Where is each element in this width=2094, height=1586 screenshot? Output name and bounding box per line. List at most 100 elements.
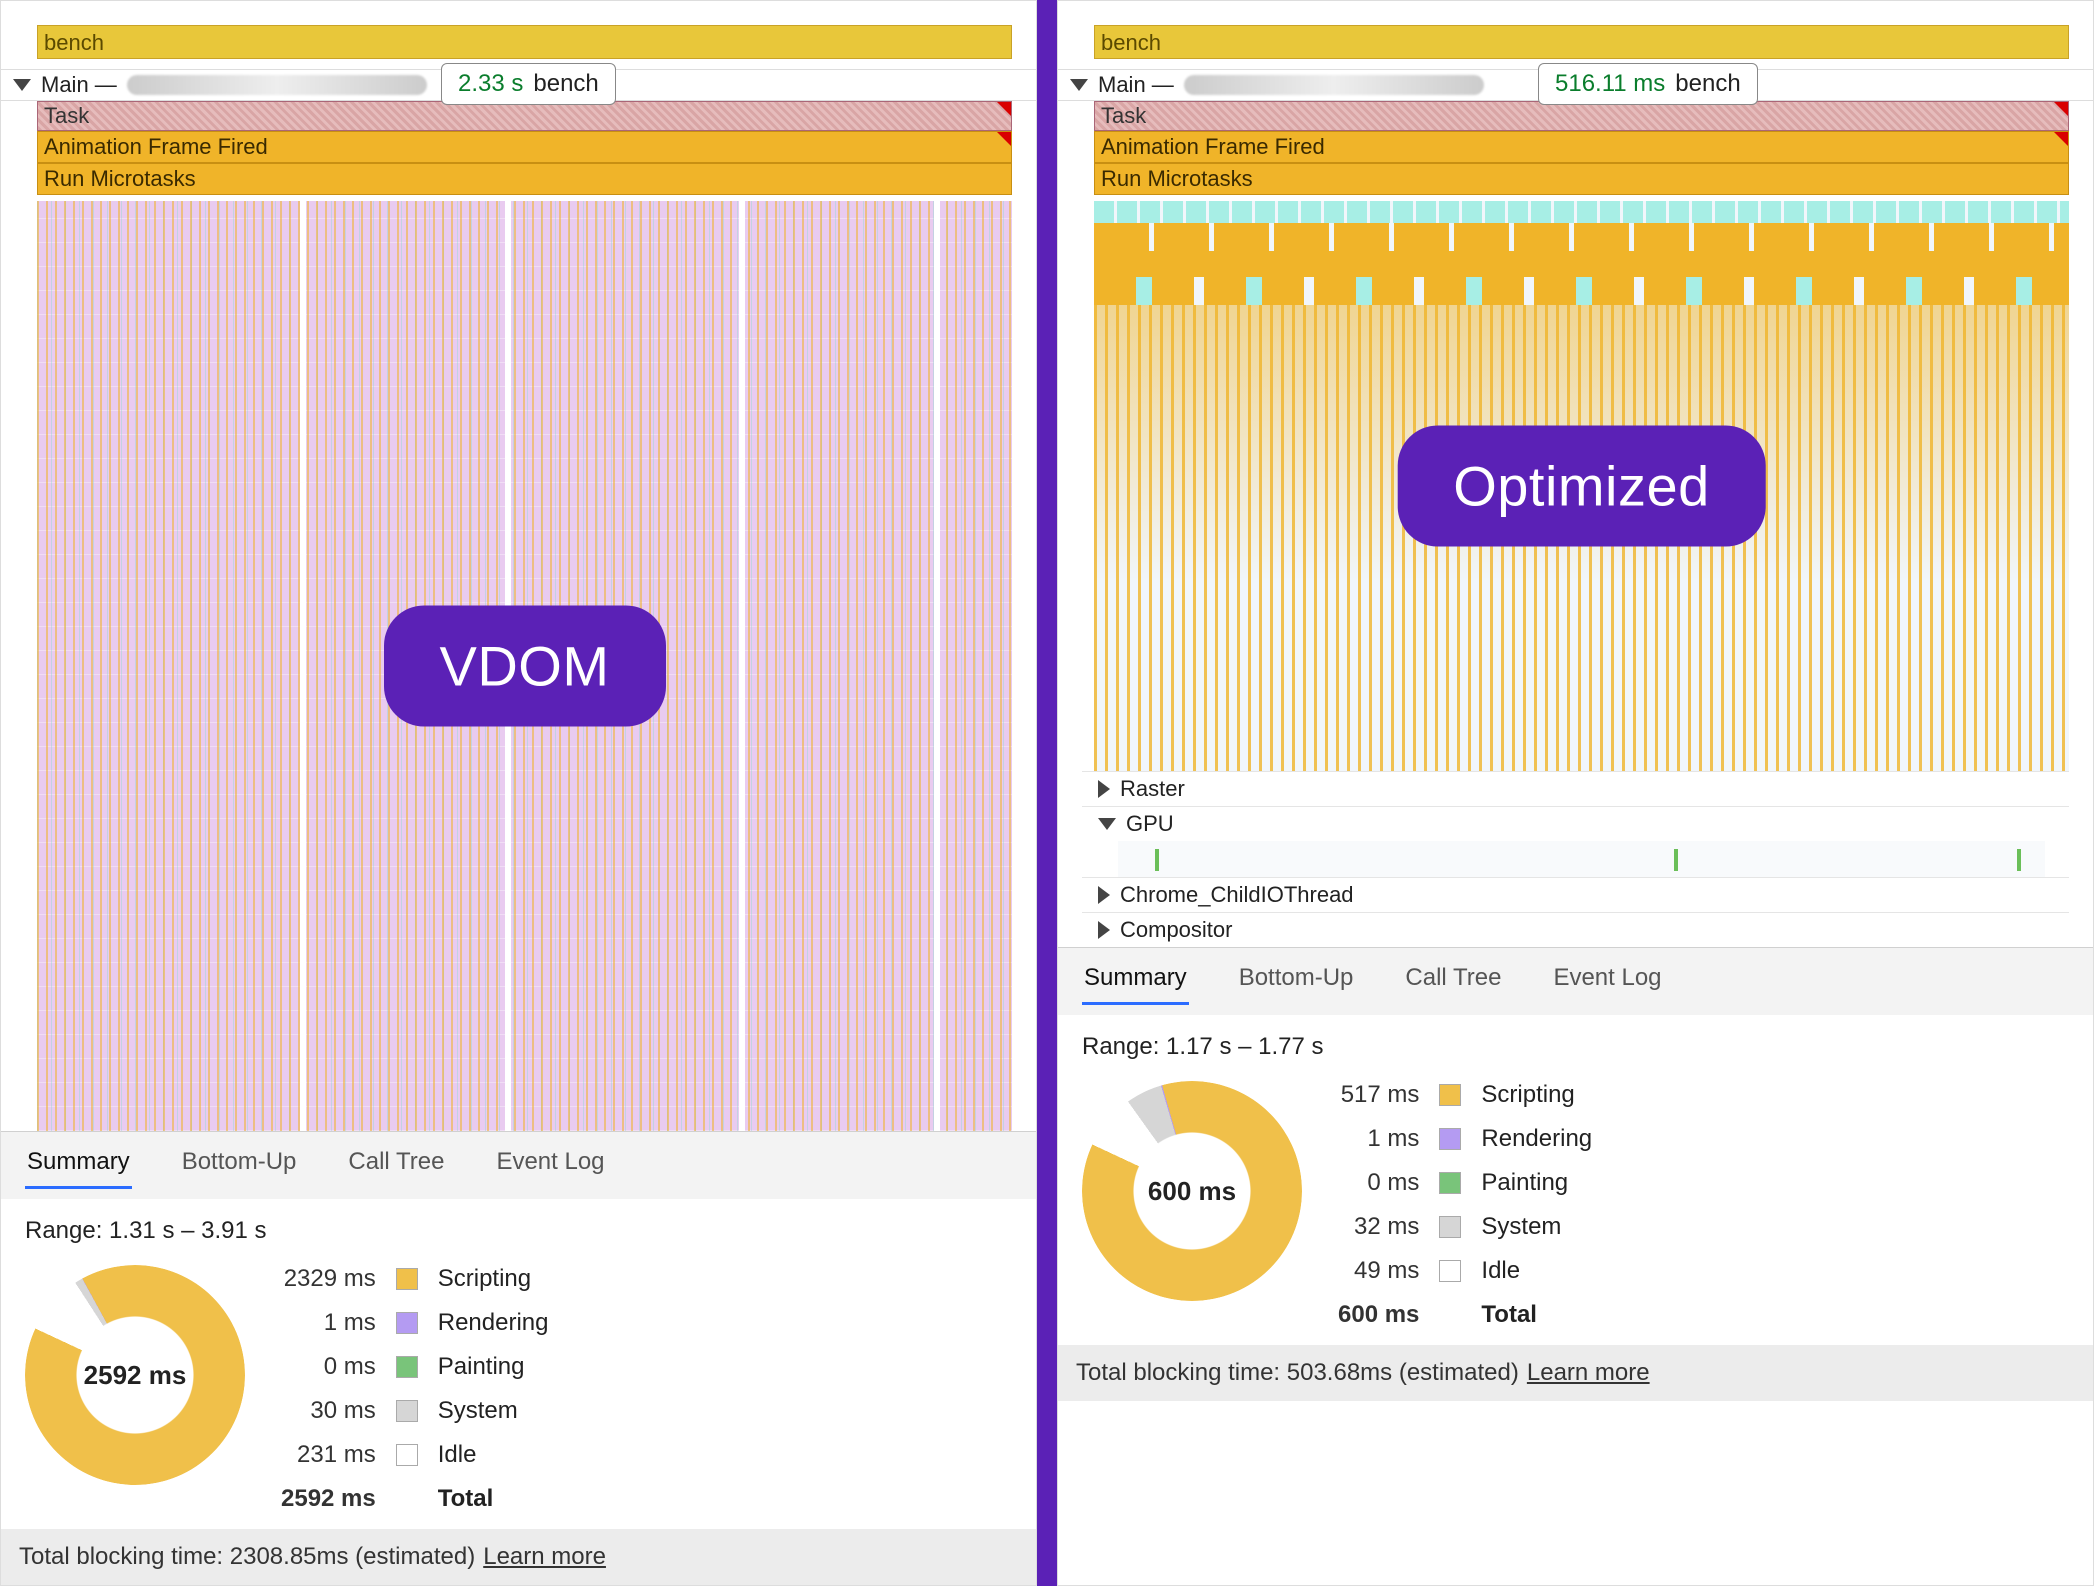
range-text: Range: 1.17 s – 1.77 s	[1082, 1033, 2069, 1061]
legend-swatch	[1439, 1260, 1461, 1282]
flame-gap	[934, 201, 940, 1131]
legend-label: Idle	[438, 1441, 549, 1469]
legend-total-ms: 2592 ms	[281, 1485, 376, 1513]
thread-list: Raster GPU Chrome_ChildIOThread Compositor	[1082, 771, 2069, 947]
legend-total-ms: 600 ms	[1338, 1301, 1419, 1329]
gpu-tick	[1674, 849, 1678, 871]
tab-summary[interactable]: Summary	[25, 1142, 132, 1189]
tooltip-word: bench	[533, 70, 598, 98]
legend-ms: 32 ms	[1338, 1213, 1419, 1241]
legend-swatch	[1439, 1084, 1461, 1106]
flame-chart[interactable]: VDOM	[37, 201, 1012, 1131]
chevron-down-icon[interactable]	[13, 79, 31, 91]
tab-summary[interactable]: Summary	[1082, 958, 1189, 1005]
legend-label: Scripting	[1481, 1081, 1592, 1109]
bench-tooltip: 2.33 s bench	[441, 63, 616, 105]
url-blur	[1184, 75, 1484, 95]
donut-center: 2592 ms	[25, 1265, 245, 1485]
blocking-time-text: Total blocking time: 2308.85ms (estimate…	[19, 1543, 475, 1571]
panel-optimized: bench 516.11 ms bench Main — Task Animat…	[1057, 0, 2094, 1586]
thread-row-raster[interactable]: Raster	[1082, 771, 2069, 806]
flame-row	[1094, 201, 2069, 223]
legend-label: System	[1481, 1213, 1592, 1241]
flame-gap	[739, 201, 745, 1131]
legend-label: Painting	[1481, 1169, 1592, 1197]
thread-row-chrome_childiothread[interactable]: Chrome_ChildIOThread	[1082, 877, 2069, 912]
legend-label: System	[438, 1397, 549, 1425]
anim-frame-bar[interactable]: Animation Frame Fired	[37, 131, 1012, 163]
gpu-strip	[1118, 841, 2045, 877]
tooltip-time: 516.11 ms	[1555, 70, 1665, 98]
legend-swatch	[1439, 1172, 1461, 1194]
legend-ms: 517 ms	[1338, 1081, 1419, 1109]
microtasks-bar[interactable]: Run Microtasks	[1094, 163, 2069, 195]
summary-tabs: Summary Bottom-Up Call Tree Event Log	[1058, 947, 2093, 1015]
task-bar[interactable]: Task	[37, 101, 1012, 131]
chevron-right-icon[interactable]	[1098, 921, 1110, 939]
thread-label: GPU	[1126, 811, 1174, 837]
thread-row-compositor[interactable]: Compositor	[1082, 912, 2069, 947]
tooltip-time: 2.33 s	[458, 70, 523, 98]
tab-event-log[interactable]: Event Log	[494, 1142, 606, 1189]
tab-call-tree[interactable]: Call Tree	[346, 1142, 446, 1189]
chevron-down-icon[interactable]	[1070, 79, 1088, 91]
legend-ms: 1 ms	[281, 1309, 376, 1337]
bench-bar: bench	[37, 25, 1012, 59]
summary-pane: Range: 1.17 s – 1.77 s 600 ms 517 ms Scri…	[1058, 1015, 2093, 1329]
legend-label: Painting	[438, 1353, 549, 1381]
tab-bottom-up[interactable]: Bottom-Up	[180, 1142, 299, 1189]
learn-more-link[interactable]: Learn more	[1527, 1359, 1650, 1387]
tab-bottom-up[interactable]: Bottom-Up	[1237, 958, 1356, 1005]
legend-ms: 2329 ms	[281, 1265, 376, 1293]
legend-label: Scripting	[438, 1265, 549, 1293]
gpu-tick	[1155, 849, 1159, 871]
chevron-down-icon[interactable]	[1098, 818, 1116, 830]
thread-label: Chrome_ChildIOThread	[1120, 882, 1354, 908]
donut-center: 600 ms	[1082, 1081, 1302, 1301]
legend-swatch	[396, 1268, 418, 1290]
legend-label: Rendering	[438, 1309, 549, 1337]
donut-chart: 2592 ms	[25, 1265, 245, 1485]
blocking-time-text: Total blocking time: 503.68ms (estimated…	[1076, 1359, 1519, 1387]
flame-row	[1094, 251, 2069, 277]
legend-swatch	[396, 1312, 418, 1334]
summary-tabs: Summary Bottom-Up Call Tree Event Log	[1, 1131, 1036, 1199]
legend-ms: 1 ms	[1338, 1125, 1419, 1153]
overlay-pill: Optimized	[1397, 426, 1766, 547]
tab-event-log[interactable]: Event Log	[1551, 958, 1663, 1005]
legend-swatch	[396, 1400, 418, 1422]
flame-row	[1094, 223, 2069, 251]
thread-label: Raster	[1120, 776, 1185, 802]
bars-wrap: Task Animation Frame Fired Run Microtask…	[37, 101, 1012, 195]
donut-chart: 600 ms	[1082, 1081, 1302, 1301]
bench-label: bench	[44, 30, 104, 56]
legend-swatch	[1439, 1216, 1461, 1238]
microtasks-bar[interactable]: Run Microtasks	[37, 163, 1012, 195]
tooltip-word: bench	[1675, 70, 1740, 98]
task-bar[interactable]: Task	[1094, 101, 2069, 131]
chevron-right-icon[interactable]	[1098, 780, 1110, 798]
thread-row-gpu[interactable]: GPU	[1082, 806, 2069, 841]
bench-bar: bench	[1094, 25, 2069, 59]
legend-ms: 231 ms	[281, 1441, 376, 1469]
legend-ms: 49 ms	[1338, 1257, 1419, 1285]
legend-swatch	[1439, 1128, 1461, 1150]
flame-gap	[300, 201, 306, 1131]
chevron-right-icon[interactable]	[1098, 886, 1110, 904]
anim-frame-bar[interactable]: Animation Frame Fired	[1094, 131, 2069, 163]
bench-label: bench	[1101, 30, 1161, 56]
flame-chart[interactable]: Optimized	[1094, 201, 2069, 771]
legend-swatch	[396, 1356, 418, 1378]
panel-divider	[1037, 0, 1057, 1586]
tab-call-tree[interactable]: Call Tree	[1403, 958, 1503, 1005]
legend-label: Rendering	[1481, 1125, 1592, 1153]
learn-more-link[interactable]: Learn more	[483, 1543, 606, 1571]
range-text: Range: 1.31 s – 3.91 s	[25, 1217, 1012, 1245]
legend-total-label: Total	[438, 1485, 549, 1513]
main-label: Main —	[41, 72, 117, 98]
root: bench 2.33 s bench Main — Task Animation…	[0, 0, 2094, 1586]
panel-vdom: bench 2.33 s bench Main — Task Animation…	[0, 0, 1037, 1586]
overlay-pill: VDOM	[384, 606, 666, 727]
legend: 517 msScripting1 msRendering0 msPainting…	[1338, 1081, 1592, 1329]
legend-swatch	[396, 1444, 418, 1466]
